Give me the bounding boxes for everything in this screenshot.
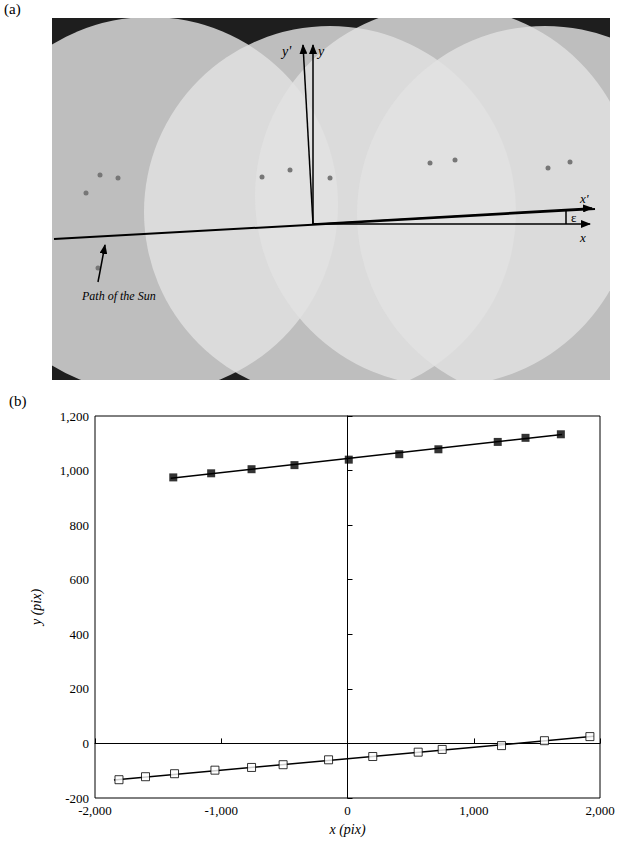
- svg-text:y': y': [280, 44, 292, 59]
- svg-text:-1,000: -1,000: [204, 803, 238, 818]
- svg-text:600: 600: [70, 572, 90, 587]
- svg-text:Path of the Sun: Path of the Sun: [81, 289, 156, 303]
- svg-text:(b): (b): [9, 393, 27, 410]
- svg-text:400: 400: [70, 627, 90, 642]
- svg-text:x: x: [579, 230, 586, 245]
- svg-text:y (pix): y (pix): [29, 589, 45, 627]
- svg-text:0: 0: [83, 736, 90, 751]
- svg-text:(a): (a): [4, 1, 21, 18]
- svg-text:1,000: 1,000: [60, 463, 89, 478]
- svg-text:1,200: 1,200: [60, 409, 89, 424]
- svg-text:800: 800: [70, 518, 90, 533]
- svg-text:1,000: 1,000: [459, 803, 488, 818]
- svg-text:-200: -200: [65, 790, 89, 806]
- svg-text:ε: ε: [571, 210, 577, 225]
- svg-text:x (pix): x (pix): [328, 822, 365, 838]
- svg-text:2,000: 2,000: [585, 803, 614, 818]
- svg-text:y: y: [316, 44, 325, 59]
- svg-text:0: 0: [344, 803, 351, 818]
- svg-text:-2,000: -2,000: [78, 803, 112, 818]
- svg-text:x': x': [579, 191, 589, 206]
- svg-text:200: 200: [70, 681, 90, 696]
